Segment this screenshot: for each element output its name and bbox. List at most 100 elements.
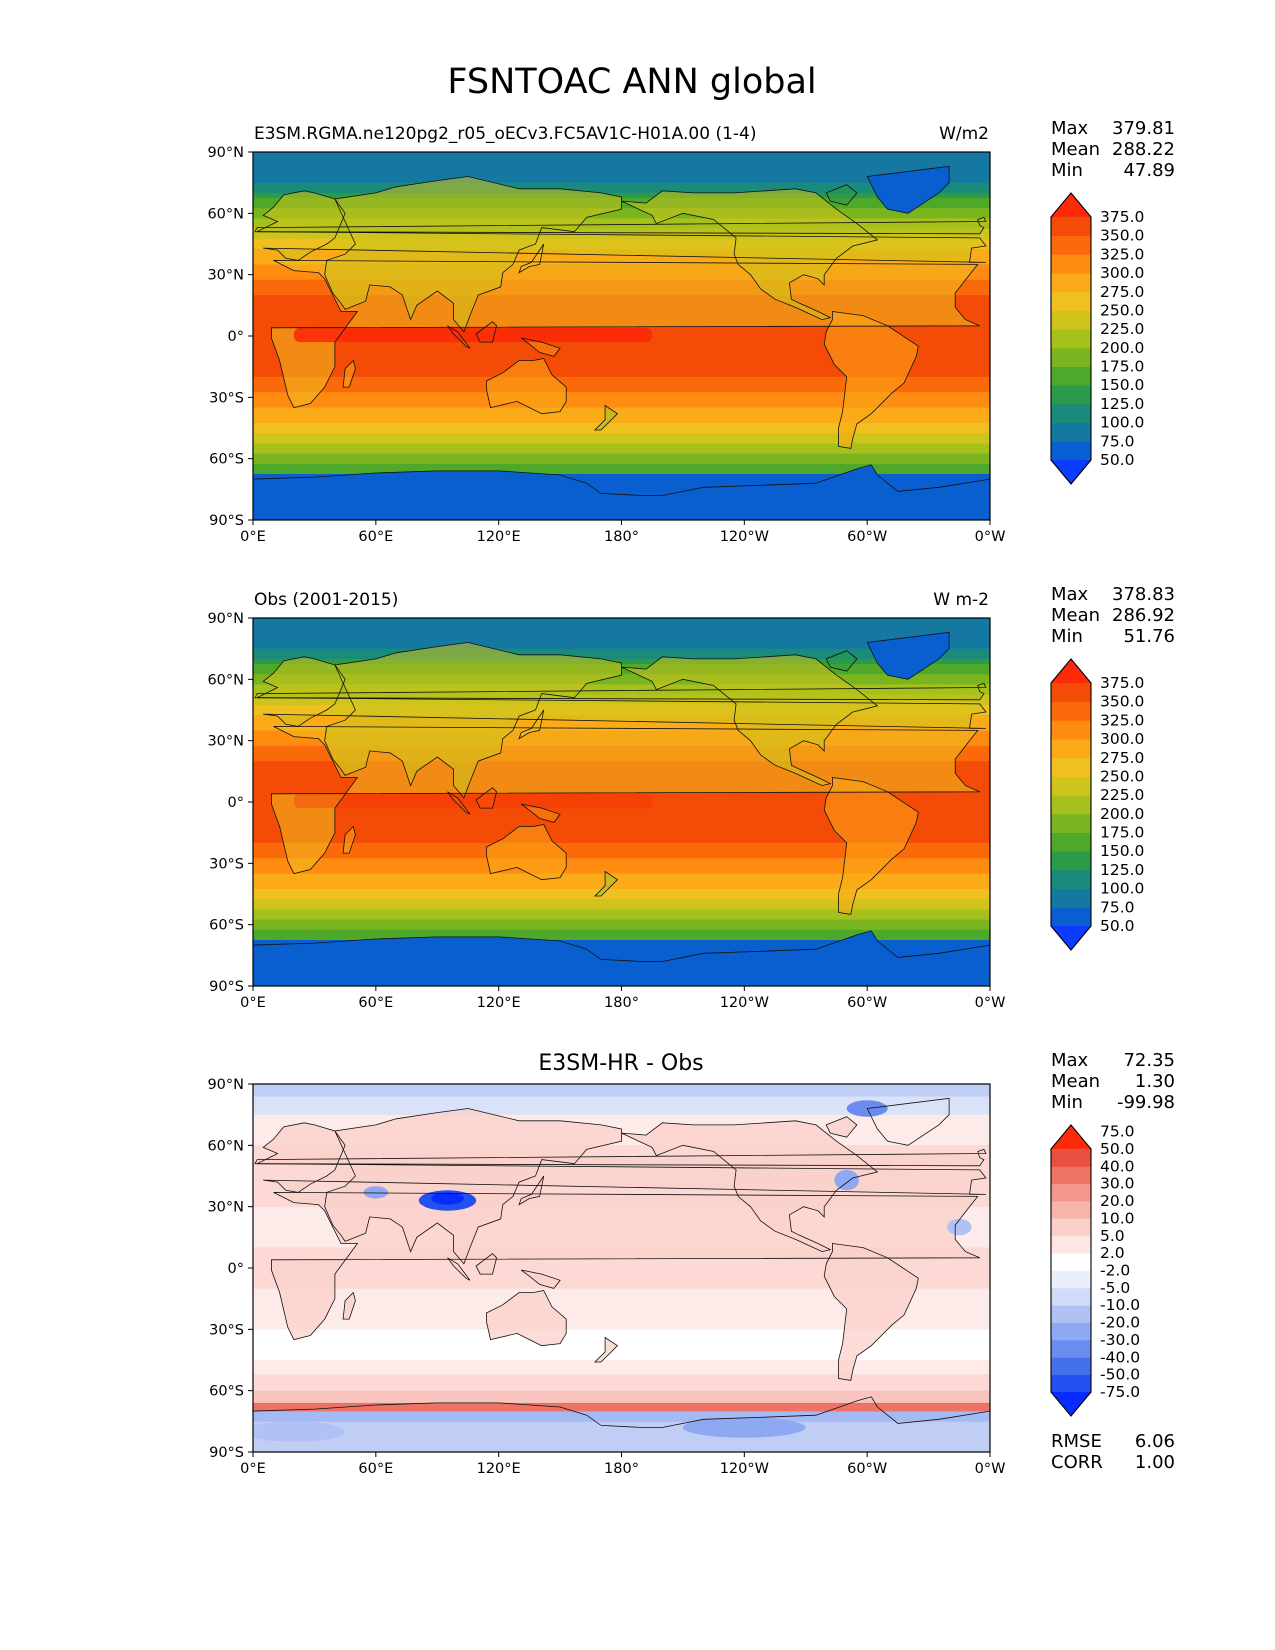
coastline-japan [518, 1175, 545, 1206]
field-band [253, 623, 990, 629]
colorbar-swatch [1051, 907, 1091, 927]
field-land-baffin [826, 650, 857, 672]
coastline-sumatra [447, 1257, 471, 1281]
stat-mean-label: Mean [1051, 1071, 1100, 1092]
field-land-newzealand [594, 871, 618, 896]
stat-mean-value: 286.92 [1112, 605, 1175, 626]
field-land-sumatra [447, 791, 470, 815]
field-band [253, 371, 990, 378]
field-band [253, 679, 990, 686]
coastline-africa [270, 260, 980, 409]
colorbar-tick-label: 2.0 [1100, 1244, 1125, 1262]
field-band [253, 858, 990, 864]
lat-tick-label: 60°S [209, 918, 244, 934]
colorbar-tick-label: 40.0 [1100, 1157, 1135, 1175]
field-band [253, 468, 990, 475]
lon-tick-label: 180° [604, 529, 639, 545]
colorbar-tick-label: 175.0 [1100, 358, 1144, 376]
field-band [253, 172, 990, 179]
diff-anomaly [253, 1421, 346, 1442]
lon-tick-label: 0°W [975, 529, 1006, 545]
colorbar-tick-label: 225.0 [1100, 320, 1144, 338]
field-band [253, 474, 990, 480]
coastline-madagascar [342, 359, 356, 388]
colorbar-tick-label: -75.0 [1100, 1383, 1140, 1401]
field-band [253, 448, 990, 455]
field-band [253, 848, 990, 854]
lat-tick-label: 60°N [207, 1138, 244, 1154]
colorbar-swatch [1051, 329, 1091, 349]
field-band [253, 940, 990, 946]
diff-land-samerica [824, 1243, 919, 1381]
coastline-australia [485, 1290, 567, 1347]
field-band [253, 863, 990, 870]
colorbar-tick-label: 350.0 [1100, 227, 1144, 245]
lat-tick-label: 60°N [207, 672, 244, 688]
coastline-uk [254, 216, 987, 235]
colorbar-tick-label: 375.0 [1100, 674, 1144, 692]
field-band [253, 458, 990, 465]
coastline-europe [256, 1122, 987, 1195]
diff-land-newzealand [594, 1337, 618, 1362]
colorbar-swatch [1051, 1218, 1091, 1237]
field-band [253, 443, 990, 450]
diff-anomaly [363, 1186, 389, 1199]
coastline-samerica [823, 777, 919, 915]
field-band [253, 950, 990, 956]
field-band [253, 463, 990, 470]
colorbar-tick-label: 300.0 [1100, 730, 1144, 748]
field-land-japan [519, 244, 544, 273]
coastline-australia [485, 358, 567, 415]
corr-label: CORR [1051, 1452, 1103, 1473]
colorbar-swatch [1051, 1287, 1091, 1306]
colorbar-tick-label: 50.0 [1100, 1140, 1135, 1158]
field-band [253, 904, 990, 910]
diff-band [253, 1096, 990, 1116]
stat-min-label: Min [1051, 160, 1083, 181]
colorbar-tick-label: 75.0 [1100, 432, 1135, 450]
lat-tick-label: 60°N [207, 206, 244, 222]
colorbar-swatch [1051, 273, 1091, 293]
stat-max-label: Max [1051, 584, 1089, 605]
panel-reference-units: W m-2 [933, 590, 989, 610]
colorbar-tick-label: -50.0 [1100, 1366, 1140, 1384]
field-band [253, 684, 990, 691]
stat-max-value: 379.81 [1112, 118, 1175, 139]
diff-band [253, 1360, 990, 1375]
field-band [253, 387, 990, 393]
colorbar-swatch [1051, 1374, 1091, 1393]
stat-max-label: Max [1051, 1050, 1089, 1071]
diff-band [253, 1402, 990, 1412]
stat-min-value: 51.76 [1123, 626, 1175, 647]
coastline-madagascar [342, 825, 356, 854]
colorbar-extend-max [1051, 1125, 1091, 1149]
colorbar-tick-label: 125.0 [1100, 861, 1144, 879]
coastline-europe [256, 190, 987, 263]
field-band [253, 807, 990, 813]
lon-tick-label: 180° [604, 1461, 639, 1477]
field-band [253, 832, 990, 839]
field-band [253, 417, 990, 424]
panel-reference-colorbar: 50.075.0100.0125.0150.0175.0200.0225.025… [1050, 658, 1144, 951]
field-band [253, 628, 990, 634]
lat-tick-label: 60°S [209, 1384, 244, 1400]
field-band [253, 162, 990, 168]
lat-tick-label: 0° [228, 795, 244, 811]
field-band [253, 428, 990, 434]
lon-tick-label: 60°E [358, 995, 393, 1011]
stat-mean-value: 1.30 [1135, 1071, 1175, 1092]
field-band [253, 213, 990, 220]
field-band [253, 407, 990, 414]
coastline-japan [518, 709, 545, 740]
coastline-sumatra [447, 791, 471, 815]
diff-land-asia [324, 1108, 622, 1264]
field-band [253, 187, 990, 194]
field-band [253, 433, 990, 439]
colorbar-extend-max [1051, 659, 1091, 683]
field-band [253, 653, 990, 660]
colorbar-tick-label: -30.0 [1100, 1331, 1140, 1349]
lat-tick-label: 90°S [209, 1445, 244, 1461]
lon-tick-label: 120°W [720, 995, 769, 1011]
coastline-baffin [825, 1116, 858, 1138]
